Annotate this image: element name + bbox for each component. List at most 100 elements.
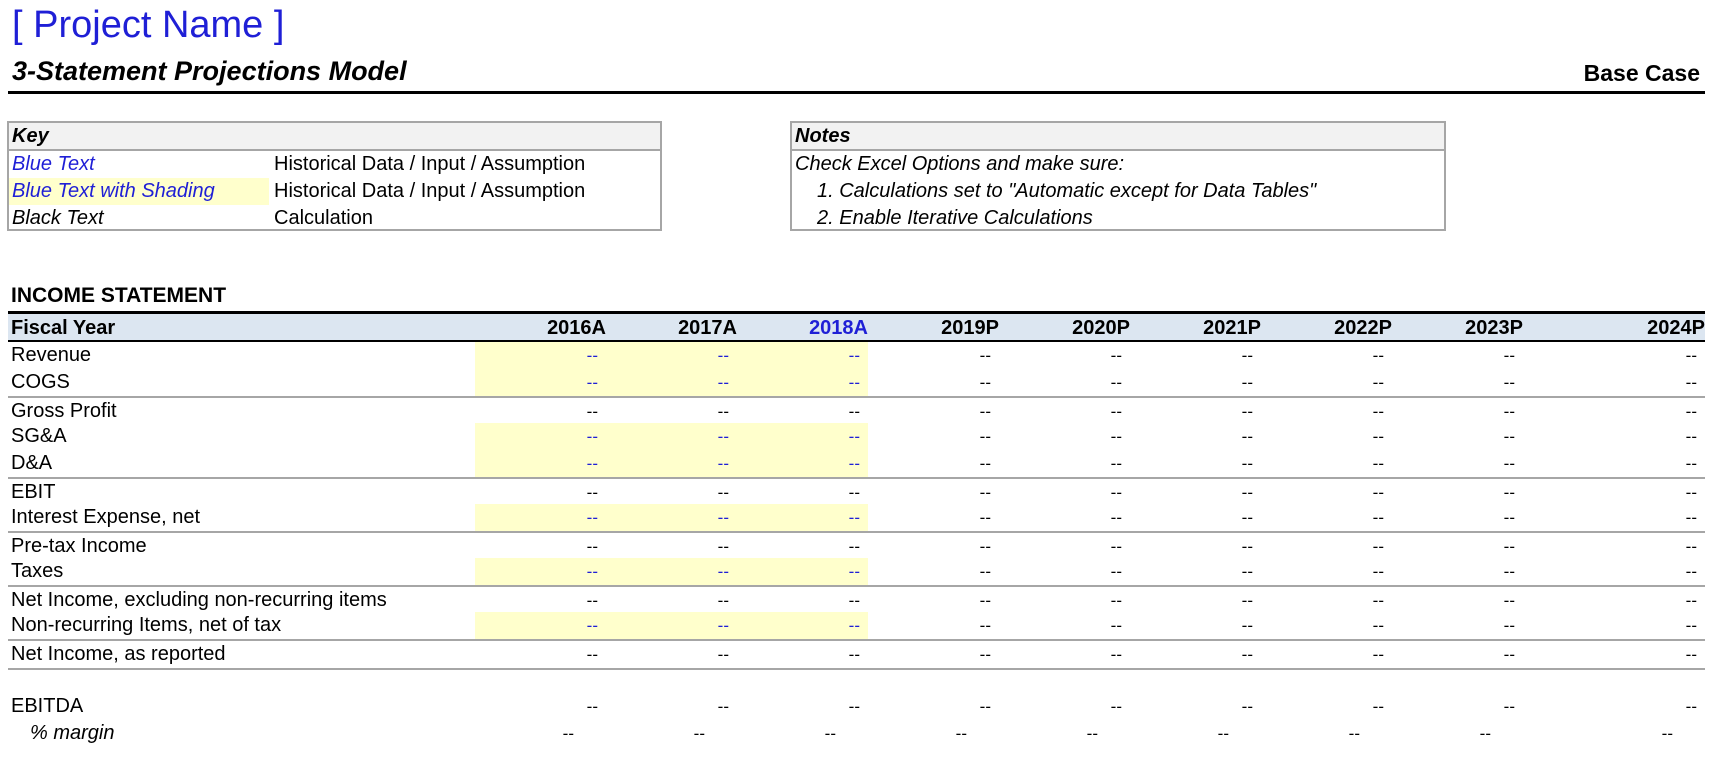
value-cell[interactable]: --	[475, 342, 606, 369]
value-cell[interactable]: --	[586, 483, 598, 502]
value-cell[interactable]: --	[848, 697, 860, 716]
value-cell[interactable]: --	[1685, 645, 1697, 664]
value-cell[interactable]: --	[737, 558, 868, 585]
value-cell[interactable]: --	[475, 450, 606, 477]
value-cell[interactable]: --	[1372, 697, 1384, 716]
value-cell[interactable]: --	[1503, 454, 1515, 473]
value-cell[interactable]: --	[1348, 724, 1360, 743]
value-cell[interactable]: --	[1110, 427, 1122, 446]
value-cell[interactable]: --	[1503, 537, 1515, 556]
value-cell[interactable]: --	[717, 537, 729, 556]
value-cell[interactable]: --	[1241, 454, 1253, 473]
value-cell[interactable]: --	[475, 423, 606, 450]
value-cell[interactable]: --	[1503, 402, 1515, 421]
value-cell[interactable]: --	[717, 483, 729, 502]
value-cell[interactable]: --	[979, 562, 991, 581]
value-cell[interactable]: --	[1685, 537, 1697, 556]
value-cell[interactable]: --	[606, 450, 737, 477]
value-cell[interactable]: --	[979, 373, 991, 392]
value-cell[interactable]: --	[737, 342, 868, 369]
value-cell[interactable]: --	[1479, 724, 1491, 743]
value-cell[interactable]: --	[1241, 616, 1253, 635]
value-cell[interactable]: --	[717, 591, 729, 610]
value-cell[interactable]: --	[1685, 697, 1697, 716]
value-cell[interactable]: --	[979, 454, 991, 473]
value-cell[interactable]: --	[1241, 591, 1253, 610]
value-cell[interactable]: --	[475, 612, 606, 639]
value-cell[interactable]: --	[1110, 373, 1122, 392]
value-cell[interactable]: --	[606, 612, 737, 639]
value-cell[interactable]: --	[1503, 645, 1515, 664]
value-cell[interactable]: --	[979, 616, 991, 635]
value-cell[interactable]: --	[1503, 427, 1515, 446]
value-cell[interactable]: --	[1503, 616, 1515, 635]
value-cell[interactable]: --	[586, 537, 598, 556]
value-cell[interactable]: --	[1372, 508, 1384, 527]
value-cell[interactable]: --	[586, 591, 598, 610]
value-cell[interactable]: --	[1661, 724, 1673, 743]
value-cell[interactable]: --	[848, 402, 860, 421]
value-cell[interactable]: --	[1372, 483, 1384, 502]
value-cell[interactable]: --	[848, 645, 860, 664]
value-cell[interactable]: --	[1503, 697, 1515, 716]
value-cell[interactable]: --	[1217, 724, 1229, 743]
value-cell[interactable]: --	[1110, 591, 1122, 610]
value-cell[interactable]: --	[475, 369, 606, 396]
value-cell[interactable]: --	[1110, 483, 1122, 502]
value-cell[interactable]: --	[606, 369, 737, 396]
value-cell[interactable]: --	[1110, 697, 1122, 716]
value-cell[interactable]: --	[1685, 427, 1697, 446]
value-cell[interactable]: --	[693, 724, 705, 743]
value-cell[interactable]: --	[979, 427, 991, 446]
value-cell[interactable]: --	[1372, 427, 1384, 446]
value-cell[interactable]: --	[1241, 346, 1253, 365]
value-cell[interactable]: --	[1241, 483, 1253, 502]
value-cell[interactable]: --	[475, 558, 606, 585]
value-cell[interactable]: --	[1372, 591, 1384, 610]
value-cell[interactable]: --	[562, 724, 574, 743]
value-cell[interactable]: --	[1685, 346, 1697, 365]
value-cell[interactable]: --	[1241, 562, 1253, 581]
value-cell[interactable]: --	[1685, 616, 1697, 635]
value-cell[interactable]: --	[1685, 454, 1697, 473]
value-cell[interactable]: --	[1503, 483, 1515, 502]
value-cell[interactable]: --	[717, 697, 729, 716]
value-cell[interactable]: --	[717, 402, 729, 421]
value-cell[interactable]: --	[1241, 373, 1253, 392]
value-cell[interactable]: --	[1685, 562, 1697, 581]
value-cell[interactable]: --	[606, 558, 737, 585]
value-cell[interactable]: --	[979, 508, 991, 527]
value-cell[interactable]: --	[737, 369, 868, 396]
value-cell[interactable]: --	[606, 504, 737, 531]
value-cell[interactable]: --	[1110, 645, 1122, 664]
value-cell[interactable]: --	[1110, 537, 1122, 556]
value-cell[interactable]: --	[1241, 537, 1253, 556]
value-cell[interactable]: --	[1372, 346, 1384, 365]
value-cell[interactable]: --	[1110, 402, 1122, 421]
value-cell[interactable]: --	[737, 450, 868, 477]
value-cell[interactable]: --	[979, 537, 991, 556]
value-cell[interactable]: --	[848, 591, 860, 610]
value-cell[interactable]: --	[1241, 697, 1253, 716]
value-cell[interactable]: --	[1685, 402, 1697, 421]
value-cell[interactable]: --	[1372, 616, 1384, 635]
value-cell[interactable]: --	[848, 537, 860, 556]
value-cell[interactable]: --	[586, 645, 598, 664]
value-cell[interactable]: --	[1241, 508, 1253, 527]
value-cell[interactable]: --	[1685, 483, 1697, 502]
value-cell[interactable]: --	[1241, 427, 1253, 446]
value-cell[interactable]: --	[1685, 373, 1697, 392]
value-cell[interactable]: --	[475, 504, 606, 531]
value-cell[interactable]: --	[606, 423, 737, 450]
value-cell[interactable]: --	[1503, 591, 1515, 610]
value-cell[interactable]: --	[979, 591, 991, 610]
value-cell[interactable]: --	[1110, 346, 1122, 365]
value-cell[interactable]: --	[1372, 562, 1384, 581]
value-cell[interactable]: --	[1685, 508, 1697, 527]
value-cell[interactable]: --	[1086, 724, 1098, 743]
value-cell[interactable]: --	[1372, 537, 1384, 556]
value-cell[interactable]: --	[1241, 402, 1253, 421]
value-cell[interactable]: --	[737, 504, 868, 531]
value-cell[interactable]: --	[1503, 373, 1515, 392]
value-cell[interactable]: --	[1372, 373, 1384, 392]
